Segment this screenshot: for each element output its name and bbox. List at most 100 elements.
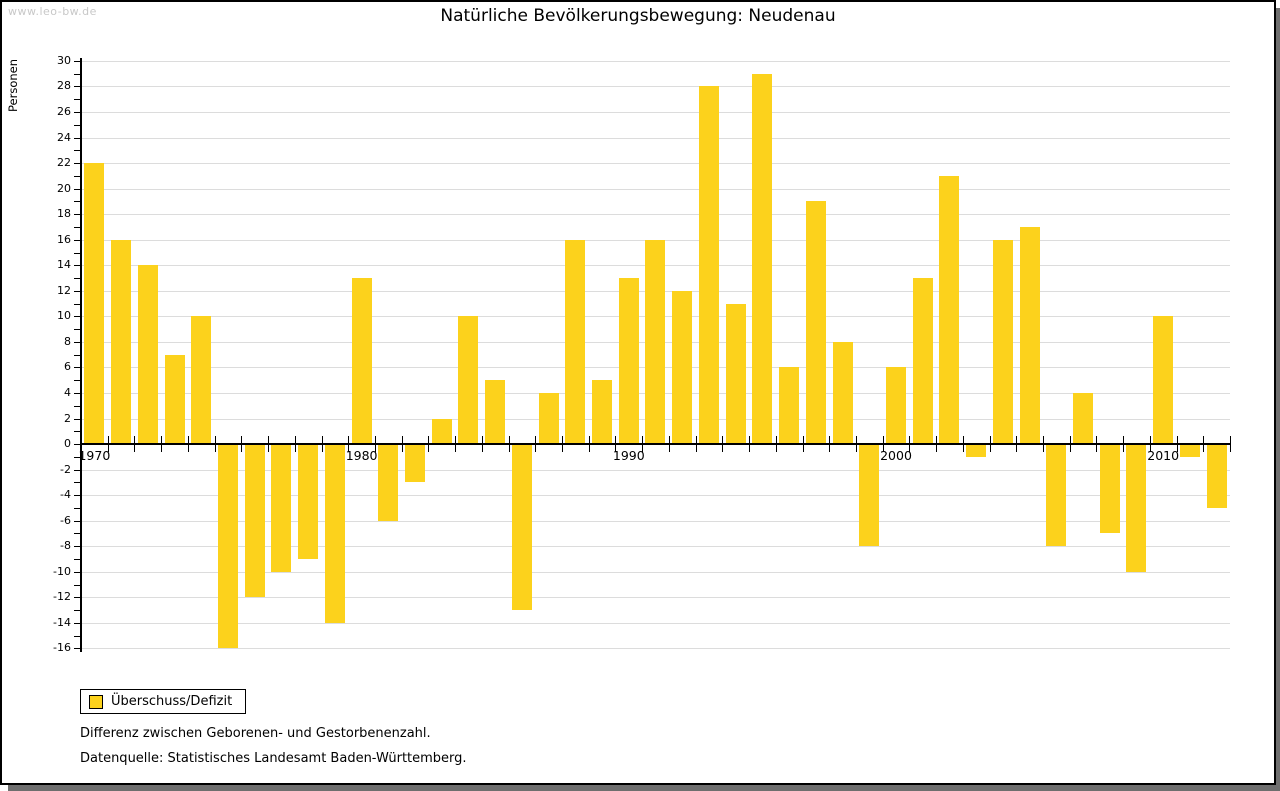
gridline--4 [81,495,1230,497]
bar-1971 [111,239,131,444]
legend-color-swatch [89,695,103,709]
bar-2002 [939,175,960,444]
bar-2005 [1019,226,1040,444]
y-axis-label-10: 10 [57,309,71,323]
y-tick--1 [74,456,80,458]
bar-2004 [992,239,1013,444]
y-tick-0 [74,444,80,445]
bar-1998 [832,341,853,444]
y-tick-20 [74,188,80,190]
y-tick-27 [74,99,80,101]
y-tick-12 [74,290,80,292]
y-tick-13 [74,278,80,279]
bar-1978 [298,444,319,559]
y-tick-4 [74,392,80,394]
y-axis-line [80,58,82,652]
y-tick--4 [74,495,80,497]
bar-2000 [885,367,906,444]
bar-2008 [1099,444,1120,534]
y-tick--2 [74,469,80,471]
gridline-26 [81,112,1230,113]
bar-2009 [1126,444,1147,572]
bar-1980 [351,278,372,444]
panel-shadow-bottom [8,785,1276,791]
gridline-22 [81,163,1230,165]
y-axis-label--16: -16 [53,641,71,655]
y-axis-label--12: -12 [53,590,71,604]
y-axis-label-4: 4 [64,385,71,399]
bar-1985 [485,380,506,444]
bar-1999 [859,444,880,547]
bar-2010 [1153,316,1174,444]
y-tick-29 [74,73,80,75]
bar-1990 [618,278,639,444]
y-tick-24 [74,137,80,139]
gridline--12 [81,597,1230,599]
y-tick-26 [74,112,80,113]
chart-title: Natürliche Bevölkerungsbewegung: Neudena… [440,6,836,26]
x-axis-line [81,443,1230,445]
y-tick-15 [74,252,80,254]
x-axis-label-1970: 1970 [78,448,111,463]
bar-1996 [779,367,799,444]
gridline-28 [81,86,1230,88]
x-axis-label-1980: 1980 [345,448,378,463]
y-axis-label-26: 26 [57,105,71,118]
footnote-datasource: Datenquelle: Statistisches Landesamt Bad… [80,751,467,766]
y-axis-title: Personen [6,58,20,112]
bar-1997 [805,201,826,444]
y-tick-19 [74,201,80,203]
y-axis-label--6: -6 [60,513,71,527]
y-tick--8 [74,546,80,548]
y-tick-21 [74,175,80,177]
y-axis-label--2: -2 [60,462,71,476]
bar-1983 [431,418,452,444]
bar-1973 [164,354,185,444]
y-tick-18 [74,214,80,216]
bar-1976 [244,444,265,598]
y-axis-label-12: 12 [57,283,71,297]
x-axis-label-2010: 2010 [1147,448,1180,463]
y-tick--16 [74,648,80,650]
y-axis-label--10: -10 [53,564,71,578]
x-tick-43 [1230,436,1231,452]
y-tick--13 [74,610,80,611]
y-tick-16 [74,239,80,241]
y-tick-3 [74,405,80,407]
y-tick-23 [74,150,80,152]
bar-2012 [1206,444,1227,508]
y-tick--9 [74,558,80,560]
bar-1984 [458,316,479,444]
gridline-18 [81,214,1230,216]
x-axis-label-2000: 2000 [880,448,912,463]
bar-1970 [84,163,105,444]
y-tick-11 [74,303,80,305]
y-axis-label-8: 8 [64,334,71,348]
y-axis-label-2: 2 [64,411,71,425]
gridline--16 [81,648,1230,650]
bar-2001 [912,278,933,444]
y-tick-1 [74,431,80,433]
y-tick--11 [74,584,80,586]
bar-1975 [217,444,238,649]
bar-1972 [137,265,158,444]
y-tick-8 [74,341,80,343]
gridline--6 [81,520,1230,522]
bar-1993 [698,86,719,444]
bar-1981 [378,444,399,521]
gridline--10 [81,571,1230,573]
y-tick-7 [74,354,80,356]
gridline-30 [81,60,1230,62]
y-axis-label--4: -4 [60,488,71,502]
bar-1986 [511,444,532,610]
y-tick-28 [74,86,80,88]
y-axis-label-28: 28 [57,79,71,93]
y-tick--3 [74,482,80,484]
y-tick-9 [74,329,80,331]
y-axis-label-14: 14 [57,258,71,272]
y-axis-label--8: -8 [60,539,71,553]
y-tick--14 [74,622,80,624]
panel-shadow-right [1276,8,1280,791]
footnote-definition: Differenz zwischen Geborenen- und Gestor… [80,726,431,741]
gridline--14 [81,622,1230,624]
